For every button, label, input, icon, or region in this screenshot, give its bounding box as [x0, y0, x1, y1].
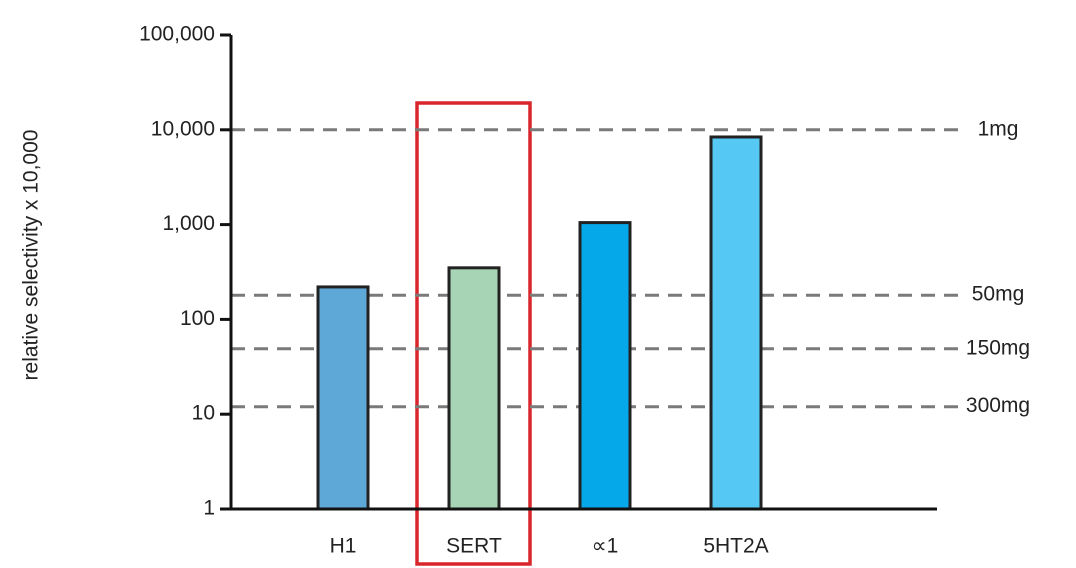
bar [316, 285, 370, 511]
x-tick-label: H1 [330, 535, 357, 558]
reference-label: 300mg [966, 394, 1030, 417]
bar [709, 135, 763, 511]
reference-label: 50mg [972, 283, 1025, 306]
y-axis-label: relative selectivity x 10,000 [20, 130, 43, 381]
y-tick-label: 10 [192, 402, 215, 425]
highlight-box [415, 101, 532, 566]
x-tick-label: ∝1 [592, 535, 619, 558]
x-tick-label: SERT [446, 535, 502, 558]
y-tick-label: 1,000 [162, 212, 215, 235]
bar [447, 266, 501, 511]
y-tick-label: 10,000 [151, 117, 215, 140]
y-tick-label: 100,000 [139, 23, 215, 46]
y-tick-label: 1 [203, 497, 215, 520]
y-tick-label: 100 [180, 307, 215, 330]
x-tick-label: 5HT2A [703, 535, 768, 558]
bar [578, 221, 632, 511]
reference-label: 1mg [978, 117, 1019, 140]
reference-label: 150mg [966, 336, 1030, 359]
